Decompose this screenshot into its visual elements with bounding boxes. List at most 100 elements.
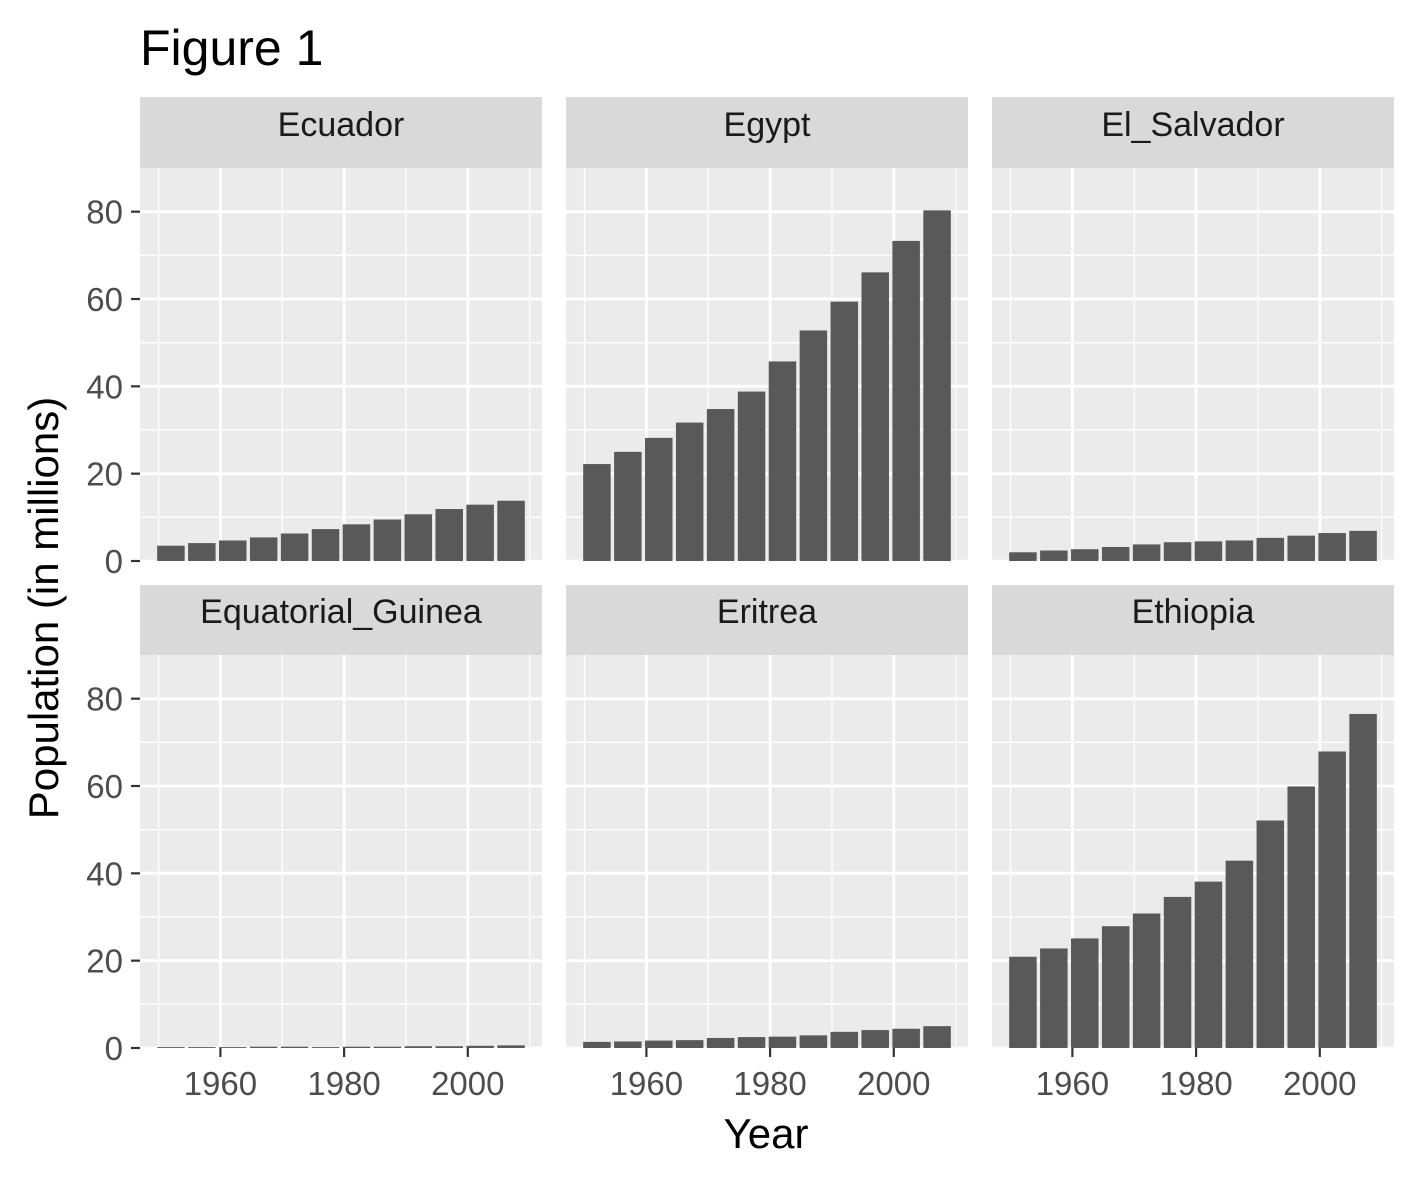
facet-strip (566, 585, 968, 655)
bar (799, 1035, 828, 1048)
bar (497, 500, 525, 561)
bar (1009, 956, 1037, 1048)
bar (280, 533, 309, 561)
facet-strip (140, 97, 542, 168)
panel-eritrea: Eritrea 1960 1980 2000 (566, 585, 968, 1102)
y-tick-label: 20 (86, 456, 123, 493)
bar (311, 1047, 340, 1048)
bar (583, 464, 611, 561)
bar (342, 1046, 371, 1048)
x-tick-label: 1960 (1036, 1065, 1109, 1102)
bar (497, 1045, 525, 1048)
bar (435, 1046, 463, 1048)
panel-background (140, 168, 542, 561)
bar (1287, 535, 1315, 561)
bar (1349, 713, 1377, 1048)
bar (706, 1037, 735, 1048)
x-tick-label: 2000 (1283, 1065, 1356, 1102)
y-tick-label: 80 (86, 681, 123, 718)
bar (892, 240, 920, 561)
bar (249, 1046, 278, 1048)
facet-label: Ethiopia (1132, 593, 1255, 631)
facet-panels: Ecuador 0 20 40 60 80 Egypt El_Salvador Equatori… (86, 97, 1394, 1102)
bar (675, 422, 704, 561)
x-tick-label: 1980 (1159, 1065, 1232, 1102)
panel-el-salvador: El_Salvador (992, 97, 1394, 563)
bar (861, 272, 889, 561)
bar (188, 1047, 216, 1048)
bar (404, 514, 433, 561)
y-axis-title: Population (in millions) (20, 397, 67, 820)
bar (1194, 881, 1223, 1048)
bar (830, 1031, 859, 1048)
bar (923, 1026, 951, 1048)
bar (404, 1046, 433, 1048)
bar (1163, 896, 1192, 1048)
bar (675, 1040, 704, 1048)
bar (466, 1045, 494, 1048)
bar (1318, 751, 1346, 1048)
bar (892, 1028, 920, 1048)
y-tick-label: 40 (86, 368, 123, 405)
facet-label: El_Salvador (1101, 106, 1284, 144)
y-tick-label: 60 (86, 281, 123, 318)
bar (706, 409, 735, 561)
chart-title: Figure 1 (140, 20, 323, 76)
bar (614, 451, 642, 561)
x-tick-label: 1960 (610, 1065, 683, 1102)
bar (1287, 786, 1315, 1048)
bar (583, 1041, 611, 1048)
bar (466, 504, 494, 561)
bar (1349, 530, 1377, 561)
facet-strip (140, 585, 542, 655)
y-tick-label: 60 (86, 768, 123, 805)
panel-background (992, 168, 1394, 561)
facet-strip (566, 97, 968, 168)
bar (1040, 550, 1068, 561)
bar (1040, 948, 1068, 1048)
bar (157, 1047, 185, 1048)
panel-background (566, 655, 968, 1048)
panel-egypt: Egypt (566, 97, 968, 563)
x-tick-label: 1980 (733, 1065, 806, 1102)
bar (219, 540, 247, 561)
bar (1225, 860, 1254, 1048)
bar (1071, 549, 1099, 561)
bar (1256, 537, 1285, 561)
bar (768, 361, 797, 561)
bar (645, 1040, 673, 1048)
y-tick-label: 40 (86, 855, 123, 892)
panel-equatorial-guinea: Equatorial_Guinea 0 20 40 60 80 1960 1980 2000 (86, 585, 542, 1102)
x-tick-label: 2000 (857, 1065, 930, 1102)
y-tick-label: 0 (105, 1030, 123, 1067)
bar (311, 529, 340, 561)
x-tick-label: 1980 (307, 1065, 380, 1102)
bar (157, 545, 185, 561)
bar (280, 1046, 309, 1048)
y-tick-label: 20 (86, 943, 123, 980)
bar (923, 210, 951, 561)
panel-ecuador: Ecuador 0 20 40 60 80 (86, 97, 542, 580)
bar (645, 437, 673, 561)
y-tick-label: 0 (105, 543, 123, 580)
bar (1318, 533, 1346, 561)
bar (1101, 926, 1130, 1048)
panel-ethiopia: Ethiopia 1960 1980 2000 (992, 585, 1394, 1102)
bar (799, 330, 828, 561)
panel-background (140, 655, 542, 1048)
bar (1163, 542, 1192, 561)
facet-label: Egypt (724, 106, 811, 144)
facet-label: Ecuador (278, 106, 405, 144)
facet-label: Eritrea (717, 593, 817, 631)
bar (435, 509, 463, 561)
bar (737, 1037, 766, 1048)
bar (614, 1041, 642, 1048)
facet-strip (992, 97, 1394, 168)
x-tick-label: 2000 (431, 1065, 504, 1102)
bar (373, 519, 402, 561)
bar (1071, 938, 1099, 1048)
bar (249, 537, 278, 561)
bar (830, 301, 859, 561)
bar (1194, 541, 1223, 561)
